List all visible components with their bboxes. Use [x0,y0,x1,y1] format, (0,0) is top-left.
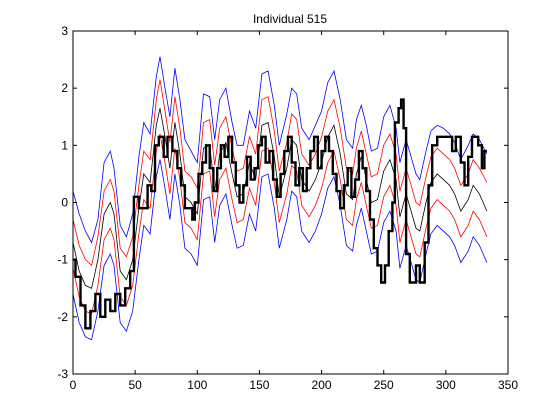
ticks-layer: 0 50 100 150 200 250 300 350 -3 -2 -1 0 1 2 3 [57,24,518,392]
series-layer [72,56,488,341]
series-line-6 [73,98,487,330]
y-tick-label: 3 [61,24,68,38]
chart-title: Individual 515 [253,12,327,26]
y-tick-label: -3 [57,367,68,381]
x-tick-label: 250 [374,378,394,392]
series-line-4 [72,133,488,315]
x-tick-label: 0 [70,378,77,392]
series-line-1 [72,56,488,244]
x-tick-label: 150 [249,378,269,392]
y-tick-label: 0 [61,196,68,210]
series-line-2 [72,79,488,267]
y-tick-label: -2 [57,310,68,324]
x-tick-label: 200 [312,378,332,392]
x-tick-label: 100 [187,378,207,392]
y-tick-label: 2 [61,81,68,95]
y-tick-label: 1 [61,138,68,152]
x-tick-label: 350 [498,378,518,392]
x-tick-label: 50 [128,378,142,392]
x-tick-label: 300 [436,378,456,392]
y-tick-label: -1 [57,253,68,267]
